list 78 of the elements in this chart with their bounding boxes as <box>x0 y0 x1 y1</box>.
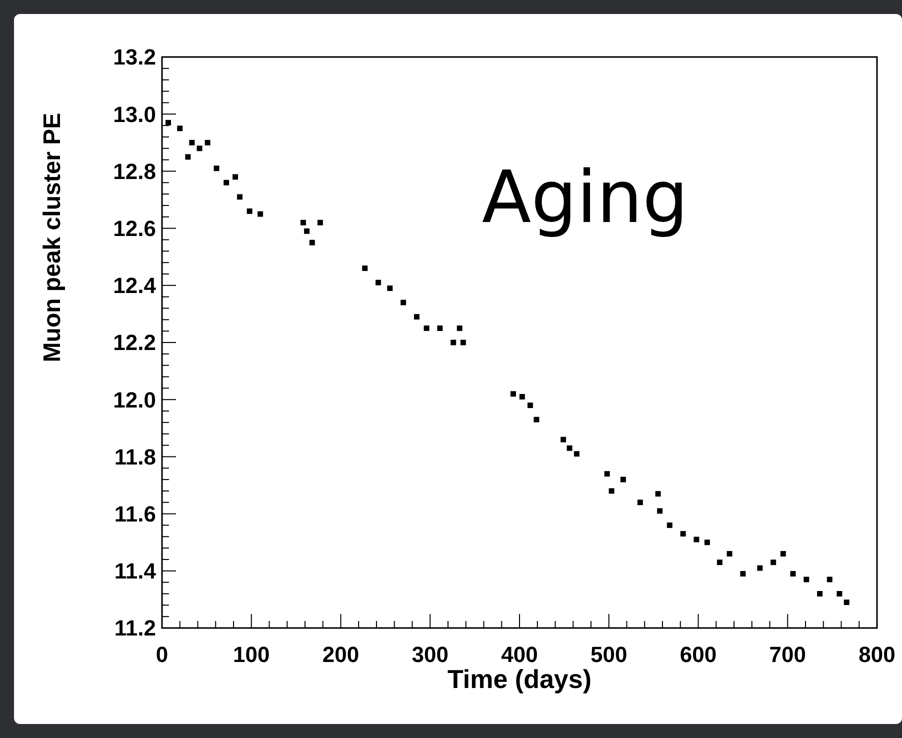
x-tick-label: 300 <box>412 642 448 667</box>
point <box>716 560 722 566</box>
y-tick-label: 12.6 <box>113 216 156 241</box>
point <box>196 146 202 152</box>
point <box>224 180 230 186</box>
point <box>300 220 306 226</box>
point <box>437 325 443 331</box>
point <box>694 536 700 542</box>
point <box>637 500 643 506</box>
point <box>574 451 580 457</box>
point <box>608 488 614 494</box>
x-tick-label: 800 <box>858 642 896 667</box>
y-tick-label: 12.0 <box>113 387 156 412</box>
point <box>424 325 430 331</box>
y-tick-label: 11.8 <box>114 444 156 470</box>
point <box>757 565 763 571</box>
point <box>740 571 746 576</box>
point <box>527 402 533 408</box>
point <box>566 445 572 451</box>
point <box>666 522 672 528</box>
x-tick-label: 200 <box>322 642 360 667</box>
y-tick-label: 13.2 <box>113 44 156 70</box>
point <box>704 540 710 546</box>
x-tick-label: 0 <box>156 642 168 667</box>
x-axis-title: Time (days) <box>447 664 592 694</box>
point <box>726 551 732 557</box>
y-tick-label: 12.2 <box>113 330 156 356</box>
point <box>680 531 686 537</box>
point <box>844 600 850 606</box>
point <box>214 166 220 172</box>
point <box>519 394 525 400</box>
point <box>414 314 420 320</box>
point <box>456 325 462 331</box>
point <box>780 551 786 557</box>
point <box>189 140 195 146</box>
point <box>510 391 516 397</box>
point <box>258 211 264 217</box>
x-tick-label: 100 <box>233 642 270 667</box>
point <box>655 491 661 497</box>
point <box>166 120 171 126</box>
point <box>362 266 368 272</box>
point <box>620 476 626 482</box>
y-tick-label: 13.0 <box>113 102 156 127</box>
point <box>177 126 183 132</box>
y-tick-label: 12.4 <box>113 273 157 298</box>
point <box>804 576 810 582</box>
x-tick-label: 600 <box>680 642 717 667</box>
x-tick-label: 400 <box>501 642 538 667</box>
point <box>232 174 238 180</box>
point <box>204 140 210 146</box>
x-tick-label: 500 <box>590 642 628 667</box>
point <box>604 471 610 477</box>
y-tick-label: 11.2 <box>114 616 156 641</box>
point <box>836 591 842 596</box>
x-tick-label: 700 <box>769 642 806 667</box>
point <box>400 300 406 306</box>
point <box>460 340 466 346</box>
point <box>317 220 323 226</box>
point <box>185 154 191 160</box>
point <box>534 416 540 422</box>
y-tick-label: 11.4 <box>114 558 157 584</box>
annotation: Aging <box>482 155 688 239</box>
point <box>770 560 776 566</box>
point <box>246 208 252 214</box>
point <box>387 286 393 291</box>
point <box>450 340 456 346</box>
point <box>237 194 242 200</box>
point <box>657 508 663 514</box>
point <box>304 228 310 234</box>
point <box>376 280 382 286</box>
point <box>826 576 832 582</box>
point <box>790 571 796 576</box>
y-tick-label: 11.6 <box>114 502 156 526</box>
y-tick-label: 12.8 <box>113 158 156 184</box>
point <box>309 240 315 246</box>
y-axis-title: Muon peak cluster PE <box>39 112 66 362</box>
point <box>817 591 823 596</box>
point <box>560 436 566 442</box>
